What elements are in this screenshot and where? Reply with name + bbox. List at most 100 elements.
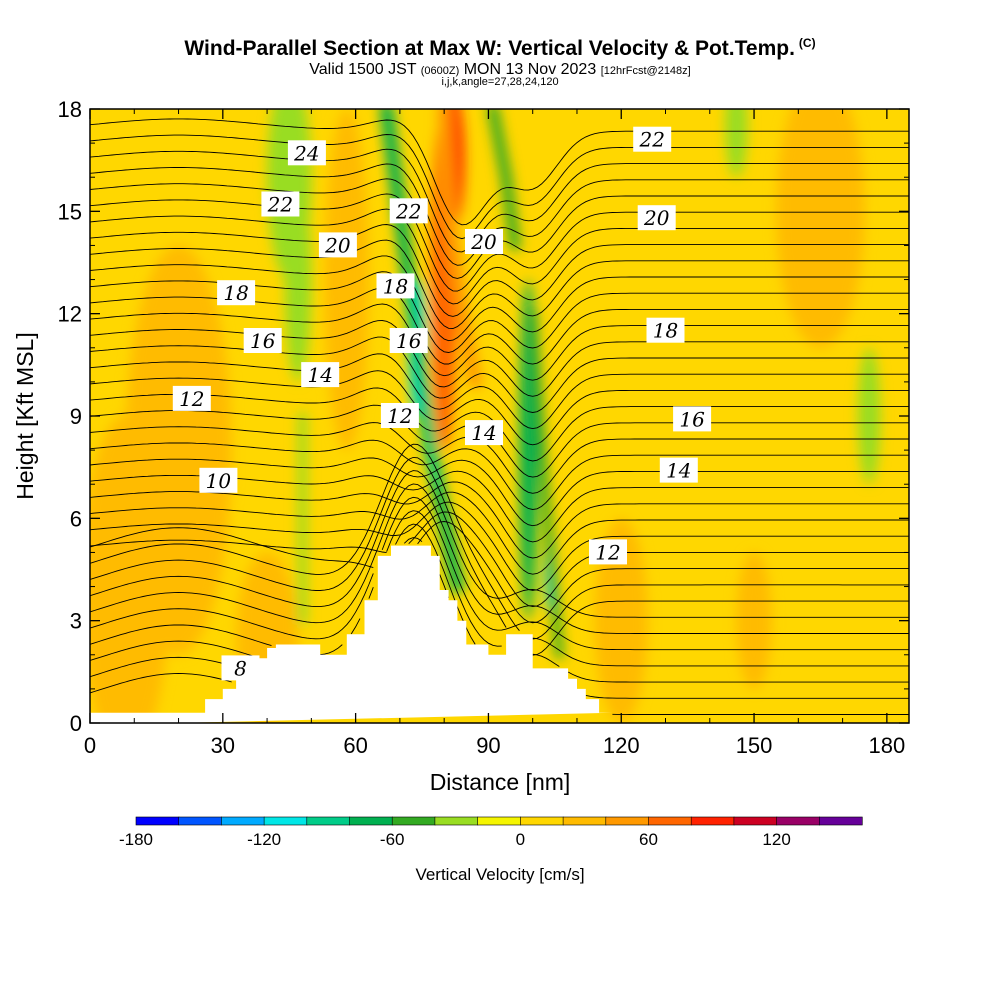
- theta-contour-line: [90, 134, 909, 240]
- theta-contour-label: 12: [172, 385, 211, 411]
- y-tick-label: 0: [70, 711, 82, 736]
- theta-contour-line: [90, 439, 909, 510]
- theta-label-text: 20: [470, 230, 497, 254]
- y-tick-label: 9: [70, 404, 82, 429]
- theta-label-text: 16: [679, 407, 705, 431]
- theta-label-text: 22: [638, 128, 664, 152]
- colorbar-swatch: [520, 816, 564, 826]
- theta-contour-line: [90, 208, 909, 305]
- theta-contour-line: [90, 224, 909, 317]
- terrain-profile: [90, 545, 613, 723]
- colorbar-swatch: [776, 816, 820, 826]
- theta-contour-line: [90, 521, 909, 624]
- colorbar-tick-label: -120: [247, 830, 281, 849]
- colorbar-swatch: [605, 816, 650, 826]
- theta-contour-label: 22: [633, 126, 672, 152]
- colorbar-swatch: [434, 816, 479, 826]
- colorbar-swatch: [733, 816, 778, 826]
- theta-contour-label: 20: [465, 229, 503, 254]
- theta-label-box: [637, 205, 676, 231]
- theta-label-box: [217, 280, 256, 306]
- theta-contour-line: [90, 511, 909, 608]
- theta-contour-line: [90, 483, 909, 634]
- colorbar-swatch: [263, 816, 308, 826]
- theta-label-box: [243, 328, 282, 353]
- colorbar-swatch: [306, 816, 351, 826]
- theta-label-box: [465, 229, 503, 254]
- theta-contour-line: [90, 118, 909, 226]
- axes: 0 30 60 90 120 150 180 0 3 6 9 12 15 18: [58, 97, 909, 758]
- x-tick-label: 150: [736, 733, 773, 758]
- theta-contour-label: 22: [389, 198, 428, 224]
- theta-label-box: [287, 140, 326, 166]
- theta-label-box: [261, 191, 300, 217]
- w-band: [487, 109, 521, 251]
- y-tick-label: 15: [58, 199, 82, 224]
- colorbar-swatch: [349, 816, 393, 826]
- theta-contour-line: [90, 320, 909, 397]
- theta-label-box: [646, 317, 685, 343]
- theta-label-text: 12: [595, 540, 620, 564]
- theta-contour-label: 24: [287, 140, 326, 166]
- colorbar-tick-label: -180: [119, 830, 153, 849]
- theta-contour-label: 20: [637, 205, 676, 231]
- x-axis-title: Distance [nm]: [430, 769, 571, 795]
- colorbar-swatch: [562, 816, 607, 826]
- colorbar-swatch: [477, 816, 521, 826]
- w-cell: [736, 552, 772, 689]
- y-tick-label: 6: [70, 506, 82, 531]
- theta-label-text: 14: [666, 459, 691, 483]
- theta-label-box: [318, 232, 357, 258]
- theta-contour-label: 18: [217, 280, 256, 306]
- colorbar-swatch: [391, 816, 436, 826]
- colorbar-tick-label: 120: [762, 830, 790, 849]
- theta-label-text: 18: [653, 319, 678, 343]
- theta-contour-line: [90, 148, 909, 253]
- theta-label-text: 20: [643, 206, 670, 230]
- theta-contour-line: [90, 481, 909, 559]
- x-tick-label: 30: [211, 733, 235, 758]
- theta-contour-line: [90, 537, 909, 699]
- chart-subtitle: Valid 1500 JST (0600Z) MON 13 Nov 2023 […: [309, 61, 691, 78]
- theta-label-box: [221, 655, 260, 681]
- theta-label-box: [589, 539, 627, 565]
- theta-contour-line: [90, 673, 909, 715]
- theta-contour-label: 12: [589, 539, 627, 565]
- theta-contour-line: [90, 457, 909, 527]
- theta-contour-line: [90, 443, 909, 640]
- theta-label-text: 12: [179, 387, 204, 411]
- theta-label-text: 16: [250, 329, 276, 353]
- theta-label-text: 18: [223, 281, 248, 305]
- theta-label-text: 16: [396, 329, 422, 353]
- theta-label-text: 10: [206, 469, 232, 493]
- theta-contour-label: 20: [318, 232, 357, 258]
- theta-contour-label: 14: [301, 362, 340, 388]
- colorbar-swatch: [690, 816, 735, 826]
- theta-contour-line: [90, 523, 909, 683]
- theta-label-box: [389, 198, 428, 224]
- field-features: [90, 109, 881, 723]
- theta-contour-line: [90, 470, 909, 618]
- theta-label-box: [659, 457, 698, 483]
- theta-label-text: 18: [383, 274, 408, 298]
- theta-contour-label: 18: [646, 317, 685, 343]
- theta-contour-line: [90, 353, 909, 430]
- y-tick-label: 18: [58, 97, 82, 122]
- y-tick-label: 12: [58, 302, 82, 327]
- x-tick-label: 180: [869, 733, 906, 758]
- theta-label-text: 22: [267, 193, 293, 217]
- theta-contour-line: [90, 491, 909, 575]
- x-tick-label: 90: [476, 733, 500, 758]
- theta-contour-line: [90, 422, 909, 494]
- theta-contour-line: [90, 163, 909, 266]
- theta-contour-label: 16: [673, 406, 712, 432]
- theta-contour-line: [90, 239, 909, 329]
- theta-label-text: 12: [387, 404, 412, 428]
- colorbar-title: Vertical Velocity [cm/s]: [415, 865, 584, 884]
- colorbar-tick-label: 0: [516, 830, 525, 849]
- x-tick-label: 120: [603, 733, 640, 758]
- w-cell: [776, 109, 865, 348]
- x-tick-label: 60: [343, 733, 367, 758]
- colorbar-tick-label: -60: [380, 830, 405, 849]
